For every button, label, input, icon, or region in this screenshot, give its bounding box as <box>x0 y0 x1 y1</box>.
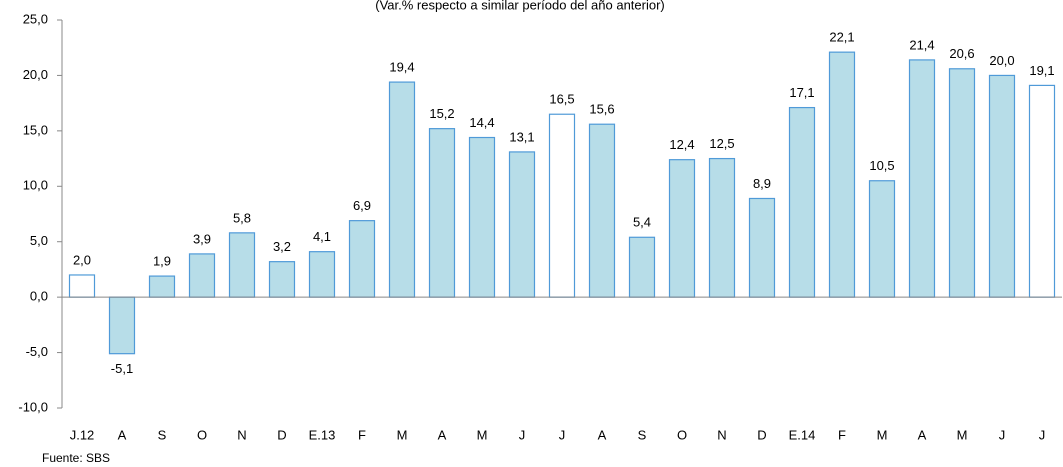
data-label: 12,5 <box>709 136 734 151</box>
bar <box>668 159 696 298</box>
bar <box>748 197 776 298</box>
bar <box>268 261 296 298</box>
data-label: 10,5 <box>869 158 894 173</box>
bar <box>428 128 456 298</box>
bar <box>108 296 136 355</box>
bar <box>908 59 936 298</box>
data-label: 3,2 <box>273 239 291 254</box>
data-label: 4,1 <box>313 229 331 244</box>
x-tick-label: D <box>277 427 286 442</box>
x-tick-label: F <box>358 427 366 442</box>
bar <box>308 251 336 298</box>
data-label: 6,9 <box>353 198 371 213</box>
data-label: 19,1 <box>1029 63 1054 78</box>
data-label: 14,4 <box>469 115 494 130</box>
x-tick-label: O <box>197 427 207 442</box>
data-label: 16,5 <box>549 92 574 107</box>
y-tick-label: -5,0 <box>26 344 48 359</box>
bar <box>148 275 176 298</box>
x-tick-label: J <box>999 427 1006 442</box>
y-tick-label: 5,0 <box>30 233 48 248</box>
y-tick-label: 10,0 <box>23 178 48 193</box>
data-label: 20,0 <box>989 53 1014 68</box>
bar <box>868 180 896 298</box>
y-tick-label: 15,0 <box>23 122 48 137</box>
x-tick-label: D <box>757 427 766 442</box>
data-label: 5,4 <box>633 215 651 230</box>
bar <box>988 74 1016 298</box>
x-tick-label: A <box>598 427 607 442</box>
x-tick-label: M <box>877 427 888 442</box>
bar <box>468 136 496 298</box>
data-label: 13,1 <box>509 129 534 144</box>
x-tick-label: S <box>638 427 647 442</box>
bar <box>508 151 536 298</box>
bar <box>588 123 616 298</box>
y-tick-label: 0,0 <box>30 289 48 304</box>
data-label: 3,9 <box>193 231 211 246</box>
y-tick-label: -10,0 <box>18 399 48 414</box>
x-tick-label: A <box>118 427 127 442</box>
x-tick-label: E.14 <box>789 427 816 442</box>
bar <box>348 220 376 298</box>
bar <box>708 157 736 298</box>
data-label: 20,6 <box>949 46 974 61</box>
bar <box>948 68 976 298</box>
x-tick-label: N <box>717 427 726 442</box>
chart-subtitle: (Var.% respecto a similar período del añ… <box>375 0 665 12</box>
y-tick-label: 20,0 <box>23 67 48 82</box>
data-label: 15,2 <box>429 106 454 121</box>
x-tick-label: M <box>397 427 408 442</box>
data-label: 17,1 <box>789 85 814 100</box>
bar <box>828 51 856 298</box>
x-tick-label: J <box>519 427 526 442</box>
bar <box>388 81 416 298</box>
x-tick-label: M <box>957 427 968 442</box>
data-label: -5,1 <box>111 361 133 376</box>
bar <box>548 113 576 298</box>
bar <box>68 274 96 298</box>
bar <box>228 232 256 298</box>
bar <box>788 106 816 298</box>
bar <box>188 253 216 298</box>
data-label: 21,4 <box>909 37 934 52</box>
bar <box>1028 84 1056 298</box>
x-tick-label: A <box>918 427 927 442</box>
source-note: Fuente: SBS <box>42 451 110 465</box>
x-tick-label: M <box>477 427 488 442</box>
data-label: 22,1 <box>829 30 854 45</box>
x-tick-label: A <box>438 427 447 442</box>
x-tick-label: J <box>1039 427 1046 442</box>
data-label: 15,6 <box>589 102 614 117</box>
data-label: 8,9 <box>753 176 771 191</box>
data-label: 12,4 <box>669 137 694 152</box>
data-label: 2,0 <box>73 252 91 267</box>
x-tick-label: O <box>677 427 687 442</box>
data-label: 19,4 <box>389 60 414 75</box>
x-tick-label: E.13 <box>309 427 336 442</box>
data-label: 1,9 <box>153 254 171 269</box>
data-label: 5,8 <box>233 210 251 225</box>
bar <box>628 236 656 298</box>
y-tick-label: 25,0 <box>23 11 48 26</box>
x-tick-label: J <box>559 427 566 442</box>
x-tick-label: N <box>237 427 246 442</box>
x-tick-label: S <box>158 427 167 442</box>
x-tick-label: J.12 <box>70 427 95 442</box>
x-tick-label: F <box>838 427 846 442</box>
